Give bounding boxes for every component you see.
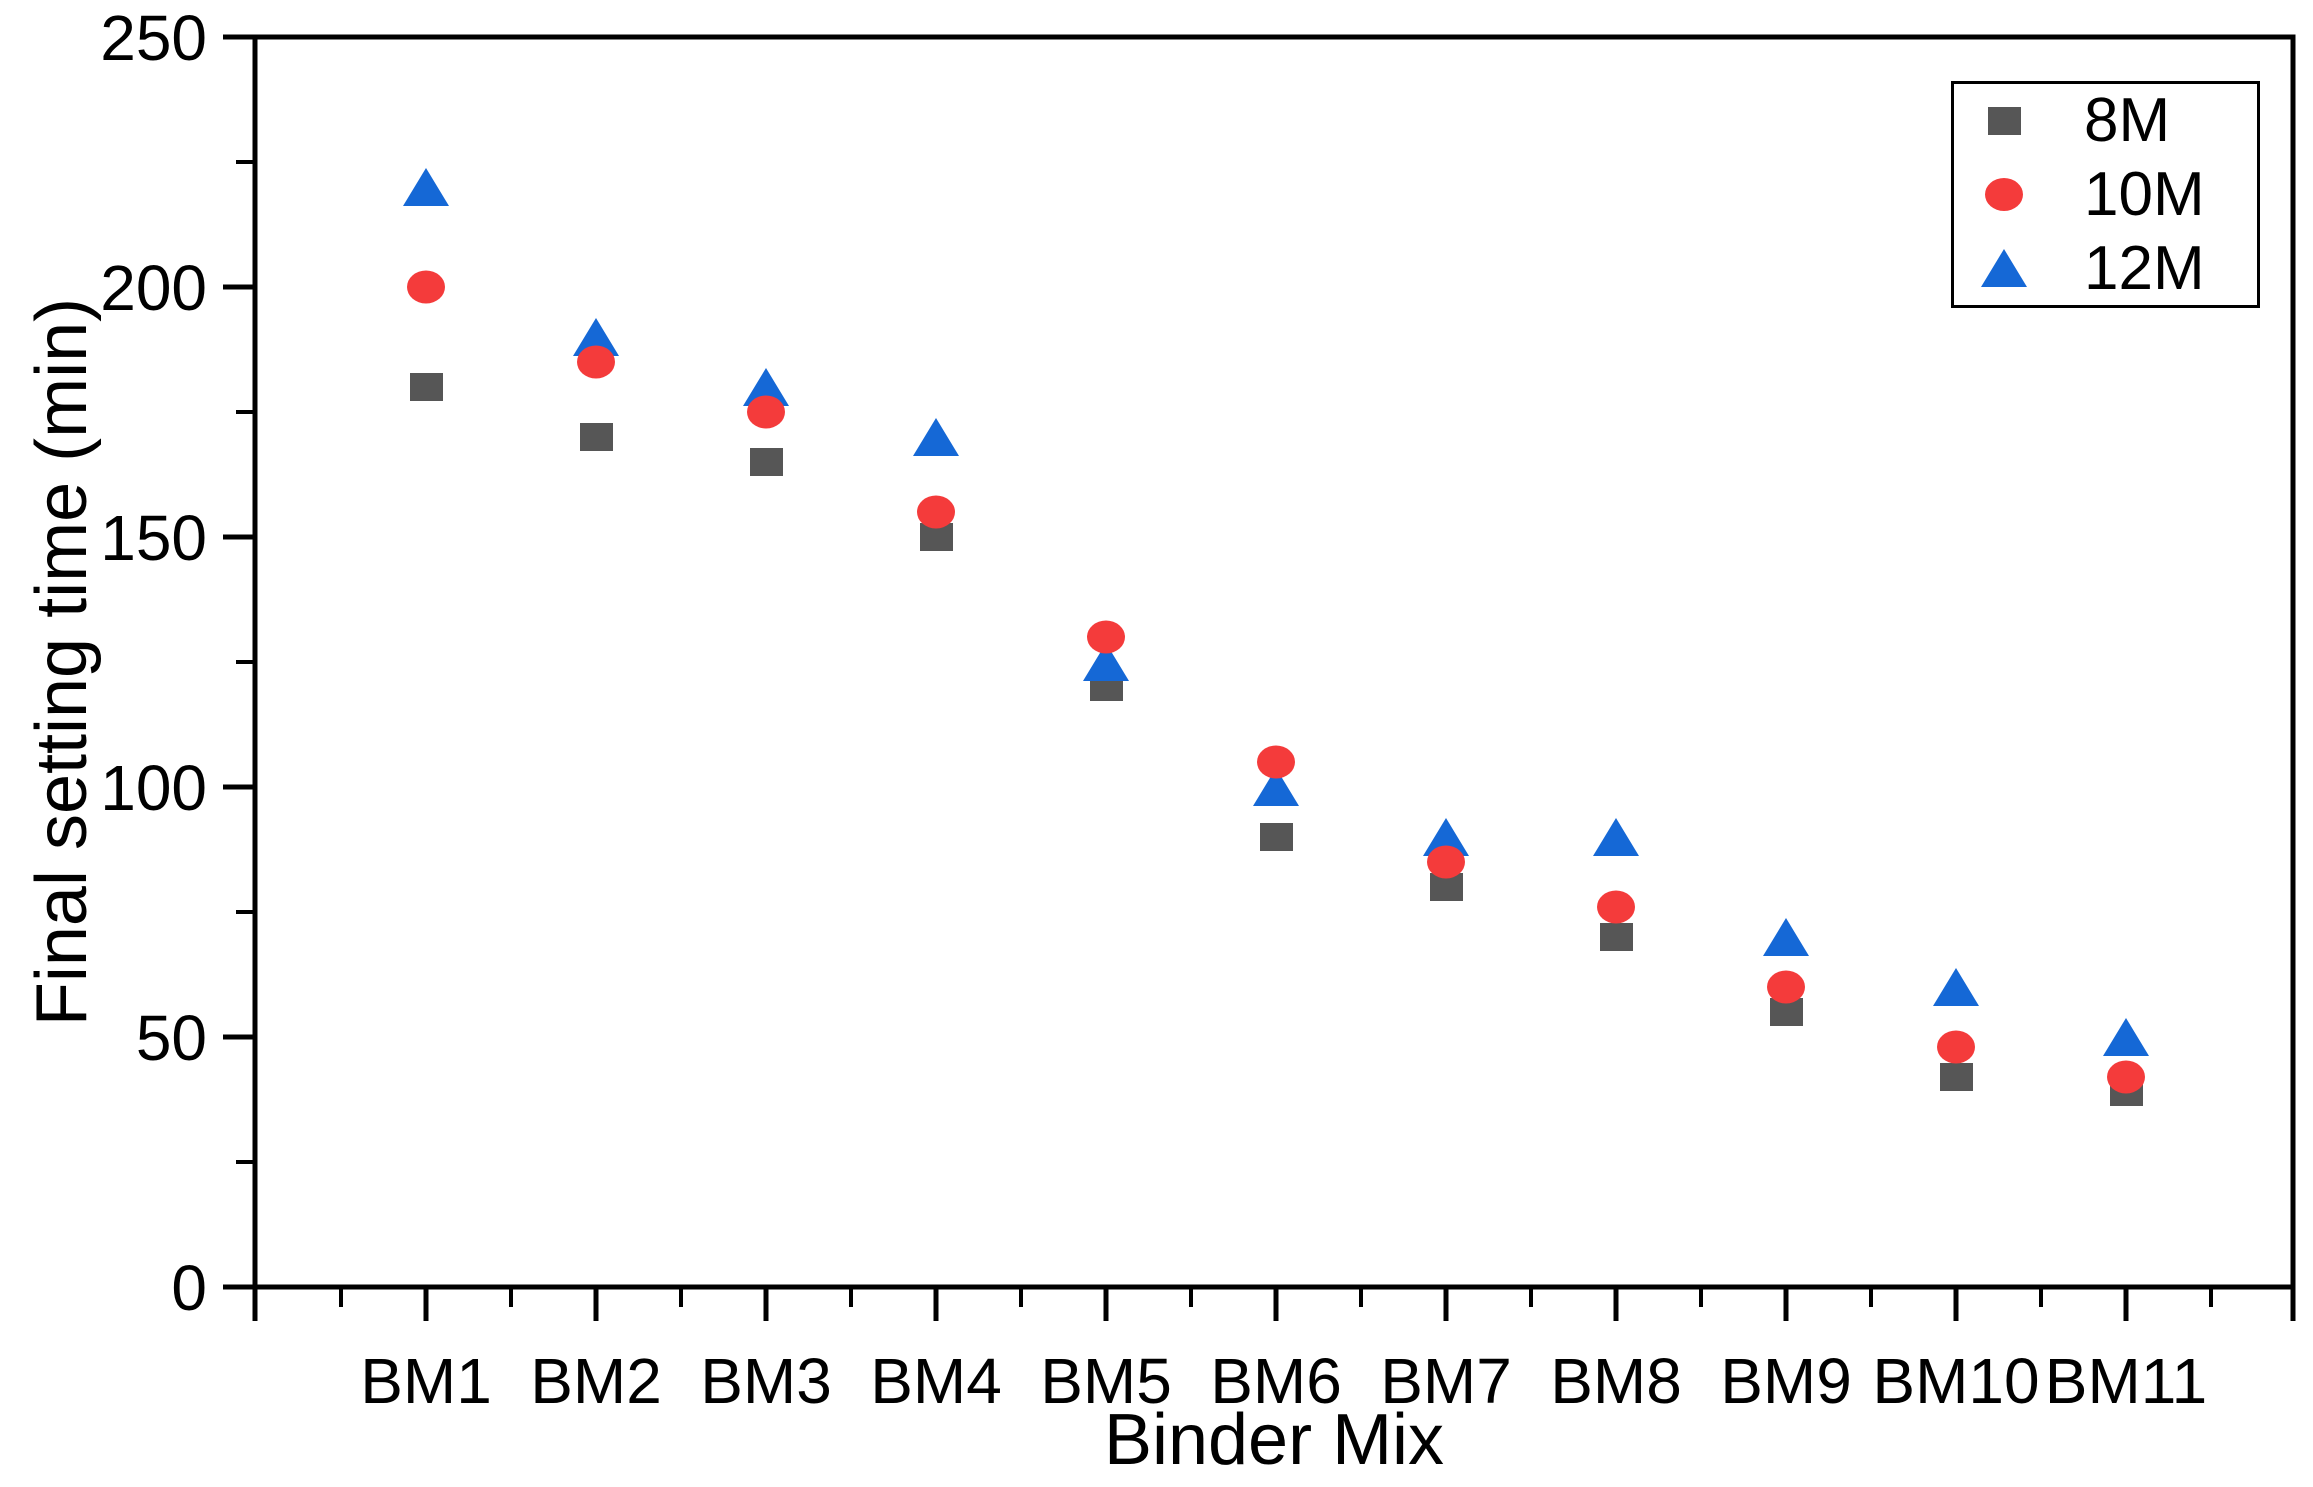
point-12M-BM4 [913,418,959,456]
x-tick-label: BM8 [1550,1345,1682,1417]
point-10M-BM11 [2107,1060,2145,1094]
y-tick-label: 150 [100,502,207,574]
legend-label-10m: 10M [2084,159,2205,229]
point-8M-BM2 [580,423,613,451]
point-10M-BM6 [1257,745,1295,779]
triangle-marker-icon [1954,249,2054,288]
point-12M-BM1 [403,168,449,206]
point-10M-BM8 [1597,890,1635,924]
point-12M-BM5 [1083,643,1129,681]
y-tick-label: 100 [100,752,207,824]
point-10M-BM1 [407,270,445,304]
point-12M-BM6 [1253,768,1299,806]
point-10M-BM10 [1937,1030,1975,1064]
point-12M-BM2 [573,318,619,356]
circle-marker-icon [1954,177,2054,211]
x-tick-label: BM10 [1872,1345,2039,1417]
x-tick-label: BM3 [700,1345,832,1417]
point-12M-BM7 [1423,818,1469,856]
point-10M-BM5 [1087,620,1125,654]
y-tick-label: 200 [100,252,207,324]
point-12M-BM10 [1933,968,1979,1006]
square-marker-icon [1954,106,2054,135]
legend-row-10m: 10M [1954,159,2257,230]
point-8M-BM1 [410,373,443,401]
legend-label-12m: 12M [2084,233,2205,303]
x-tick-label: BM4 [870,1345,1002,1417]
point-8M-BM6 [1260,823,1293,851]
legend-label-8m: 8M [2084,86,2171,156]
y-tick-label: 50 [136,1002,207,1074]
x-tick-label: BM11 [2045,1345,2207,1417]
point-10M-BM2 [577,345,615,379]
point-8M-BM3 [750,448,783,476]
point-10M-BM7 [1427,845,1465,879]
point-10M-BM3 [747,395,785,429]
point-12M-BM8 [1593,818,1639,856]
legend-row-12m: 12M [1954,233,2257,304]
y-tick-label: 250 [100,2,207,74]
point-12M-BM11 [2103,1018,2149,1056]
point-8M-BM8 [1600,923,1633,951]
y-tick-label: 0 [171,1252,207,1324]
x-tick-label: BM6 [1210,1345,1342,1417]
x-tick-label: BM5 [1040,1345,1172,1417]
point-10M-BM9 [1767,970,1805,1004]
x-tick-label: BM9 [1720,1345,1852,1417]
x-axis-title: Binder Mix [1103,1400,1445,1480]
point-12M-BM9 [1763,918,1809,956]
legend-row-8m: 8M [1954,85,2257,156]
x-tick-label: BM1 [360,1345,492,1417]
y-axis-title: Final setting time (min) [22,297,102,1027]
x-tick-label: BM7 [1380,1345,1512,1417]
point-12M-BM3 [743,368,789,406]
point-10M-BM4 [917,495,955,529]
x-tick-label: BM2 [530,1345,662,1417]
legend: 8M 10M 12M [1951,81,2260,308]
point-8M-BM10 [1940,1063,1973,1091]
